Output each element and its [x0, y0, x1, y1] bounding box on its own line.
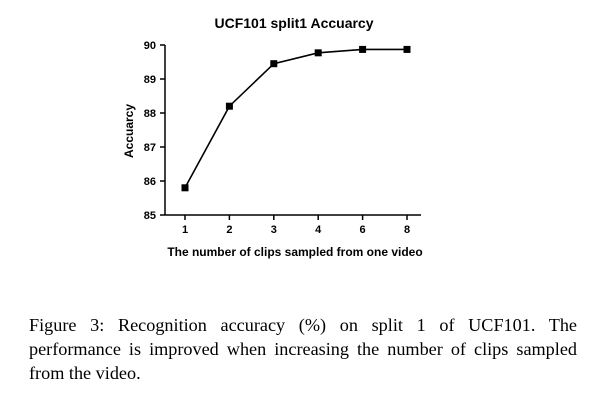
data-point: [314, 49, 322, 57]
accuracy-line-chart: UCF101 split1 Accuarcy Accuarcy The numb…: [122, 15, 423, 259]
data-point: [403, 45, 411, 53]
x-tick-label: 3: [271, 224, 277, 236]
y-tick-label: 86: [144, 176, 156, 188]
data-point: [359, 45, 367, 53]
data-series: [181, 45, 411, 192]
y-axis-ticks: 85 86 87 88 89 90: [144, 40, 165, 222]
data-point: [270, 60, 278, 68]
series-line: [184, 48, 407, 189]
x-tick-label: 4: [315, 224, 322, 236]
x-tick-label: 6: [360, 224, 366, 236]
y-tick-label: 87: [144, 142, 156, 154]
figure-caption: Figure 3: Recognition accuracy (%) on sp…: [29, 315, 577, 383]
x-tick-label: 1: [182, 224, 188, 236]
y-tick-label: 88: [144, 108, 156, 120]
data-point: [181, 184, 189, 192]
chart-title: UCF101 split1 Accuarcy: [215, 15, 374, 31]
y-tick-label: 85: [144, 210, 156, 222]
data-point: [225, 102, 233, 110]
x-axis-ticks: 1 2 3 4 6 8: [182, 215, 410, 236]
y-tick-label: 89: [144, 74, 156, 86]
x-axis-label: The number of clips sampled from one vid…: [167, 245, 422, 259]
x-tick-label: 2: [226, 224, 232, 236]
y-tick-label: 90: [144, 40, 156, 52]
x-tick-label: 8: [404, 224, 410, 236]
y-axis-label: Accuarcy: [122, 104, 136, 158]
